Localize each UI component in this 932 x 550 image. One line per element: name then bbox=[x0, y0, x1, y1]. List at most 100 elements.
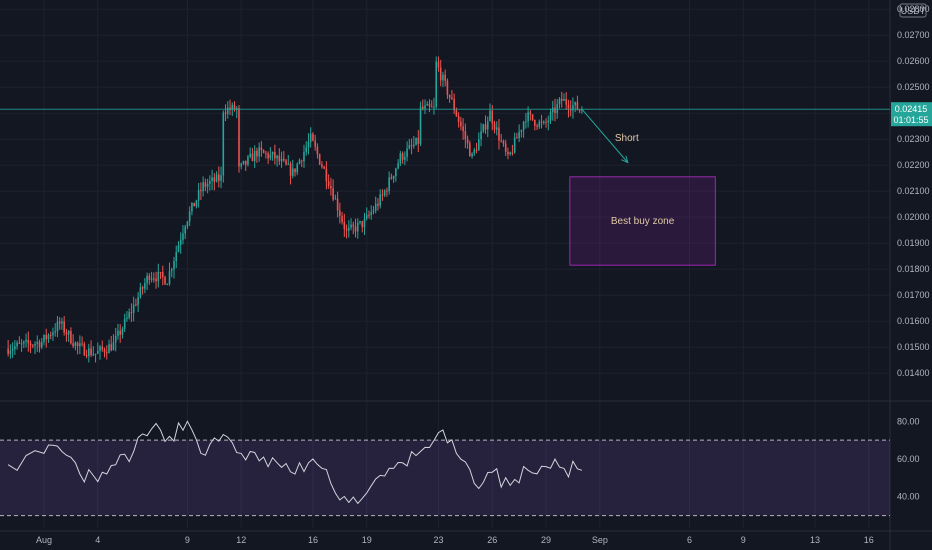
candle-body bbox=[489, 110, 491, 122]
candle-body bbox=[155, 278, 157, 282]
candle-body bbox=[114, 335, 117, 343]
candle-body bbox=[332, 188, 334, 200]
candle-body bbox=[397, 163, 399, 169]
candle-body bbox=[345, 229, 348, 231]
candle-body bbox=[513, 137, 516, 153]
candle-body bbox=[61, 321, 63, 324]
candle-body bbox=[157, 272, 160, 282]
candle-body bbox=[374, 203, 377, 211]
candle-body bbox=[247, 156, 249, 165]
candle-body bbox=[83, 343, 86, 356]
candle-body bbox=[509, 152, 511, 155]
price-tick-label: 0.02700 bbox=[897, 30, 930, 40]
candle-body bbox=[334, 198, 337, 200]
candle-body bbox=[572, 105, 574, 111]
buy-zone-box[interactable] bbox=[569, 176, 716, 266]
candle-body bbox=[262, 150, 265, 153]
time-tick-label: 26 bbox=[487, 535, 497, 545]
candle-body bbox=[327, 181, 330, 187]
currency-badge[interactable] bbox=[899, 3, 927, 18]
candle-body bbox=[439, 67, 442, 81]
candle-body bbox=[34, 343, 36, 346]
candle-body bbox=[7, 348, 9, 354]
candle-body bbox=[58, 321, 61, 324]
candle-body bbox=[291, 168, 294, 176]
candle-body bbox=[560, 98, 563, 101]
candle-body bbox=[542, 121, 545, 123]
currency-badge-label: USDT bbox=[901, 6, 926, 16]
candle-body bbox=[464, 131, 467, 140]
candle-body bbox=[321, 164, 323, 167]
candle-body bbox=[372, 210, 375, 213]
candle-body bbox=[128, 312, 130, 318]
candle-body bbox=[518, 131, 520, 139]
candle-body bbox=[256, 150, 258, 157]
candle-body bbox=[379, 194, 381, 206]
candle-body bbox=[390, 177, 393, 179]
candle-body bbox=[38, 342, 41, 348]
time-tick-label: 13 bbox=[810, 535, 820, 545]
short-label: Short bbox=[615, 133, 639, 144]
time-tick-label: 4 bbox=[95, 535, 100, 545]
price-tick-label: 0.01700 bbox=[897, 290, 930, 300]
rsi-band bbox=[0, 440, 890, 516]
rsi-tick-label: 80.00 bbox=[897, 416, 920, 426]
candle-body bbox=[336, 198, 339, 211]
price-tick-label: 0.02600 bbox=[897, 56, 930, 66]
candle-body bbox=[123, 318, 126, 329]
buy-zone-label: Best buy zone bbox=[611, 216, 675, 227]
candle-body bbox=[480, 131, 482, 140]
candle-body bbox=[370, 212, 373, 216]
candle-body bbox=[383, 190, 386, 196]
candle-body bbox=[14, 346, 16, 350]
candle-body bbox=[339, 210, 341, 217]
candle-body bbox=[285, 160, 287, 165]
candle-body bbox=[117, 330, 119, 336]
candle-body bbox=[457, 116, 460, 122]
candle-body bbox=[271, 151, 274, 155]
candle-body bbox=[220, 175, 222, 181]
candle-body bbox=[146, 275, 148, 284]
candle-body bbox=[401, 153, 404, 160]
candle-body bbox=[40, 341, 43, 348]
candle-body bbox=[529, 112, 532, 115]
candle-body bbox=[446, 80, 449, 95]
candle-body bbox=[18, 342, 21, 344]
rsi-tick-label: 40.00 bbox=[897, 492, 920, 502]
candle-body bbox=[278, 155, 281, 162]
candle-body bbox=[166, 284, 169, 286]
candle-body bbox=[90, 348, 92, 356]
candle-body bbox=[350, 224, 352, 228]
candle-body bbox=[108, 344, 110, 354]
candle-body bbox=[260, 147, 263, 151]
candle-body bbox=[536, 125, 538, 127]
candle-body bbox=[251, 153, 254, 162]
candle-body bbox=[341, 216, 343, 222]
candle-body bbox=[406, 148, 408, 157]
candle-body bbox=[280, 158, 283, 162]
candle-body bbox=[175, 251, 178, 262]
candle-body bbox=[200, 190, 202, 192]
candle-body bbox=[507, 151, 509, 155]
candle-body bbox=[437, 61, 440, 68]
candle-body bbox=[556, 104, 559, 113]
candle-body bbox=[20, 343, 23, 345]
candle-body bbox=[525, 121, 527, 123]
time-tick-label: 9 bbox=[741, 535, 746, 545]
candle-body bbox=[267, 153, 269, 159]
candle-body bbox=[312, 133, 314, 141]
candle-body bbox=[249, 153, 251, 157]
candle-body bbox=[410, 145, 413, 147]
candle-body bbox=[161, 272, 164, 278]
candle-body bbox=[545, 121, 547, 123]
price-tick-label: 0.01900 bbox=[897, 238, 930, 248]
candle-body bbox=[578, 109, 581, 111]
candle-body bbox=[56, 321, 59, 332]
candle-body bbox=[471, 153, 473, 157]
candle-body bbox=[460, 121, 462, 127]
rsi-line bbox=[7, 420, 583, 505]
candle-body bbox=[27, 339, 30, 344]
candle-body bbox=[70, 330, 72, 344]
